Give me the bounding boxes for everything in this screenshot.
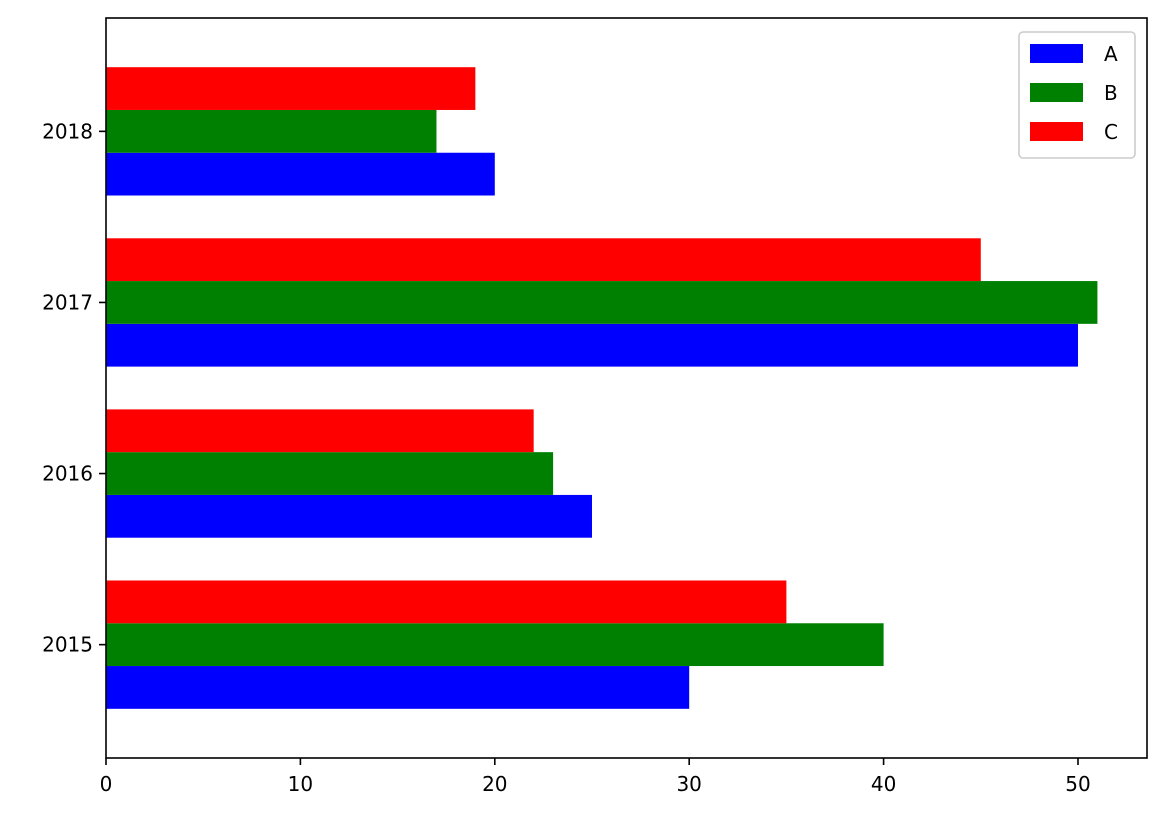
legend-swatch-B — [1030, 83, 1083, 102]
legend: ABC — [1018, 31, 1136, 159]
bar-C-2018 — [106, 67, 476, 110]
bar-C-2016 — [106, 409, 534, 453]
bar-A-2016 — [106, 494, 592, 538]
legend-label-B: B — [1104, 81, 1118, 105]
x-tick-label: 10 — [288, 772, 313, 796]
x-tick-label: 30 — [676, 772, 701, 796]
plot-frame — [105, 17, 1148, 759]
y-axis: 2015 2016 2017 2018 — [42, 119, 106, 657]
x-tick-label: 50 — [1065, 772, 1090, 796]
bar-A-2015 — [106, 666, 690, 709]
bar-B-2017 — [106, 281, 1098, 324]
x-axis: 0 10 20 30 40 50 — [100, 758, 1091, 796]
y-tick-label: 2016 — [42, 462, 93, 486]
legend-label-A: A — [1104, 42, 1118, 66]
x-tick-label: 20 — [482, 772, 507, 796]
x-tick-label: 0 — [100, 772, 113, 796]
y-tick-label: 2015 — [42, 633, 93, 657]
legend-swatch-C — [1030, 122, 1083, 141]
bar-C-2015 — [106, 580, 787, 624]
y-tick-label: 2017 — [42, 290, 93, 314]
legend-label-C: C — [1104, 120, 1118, 144]
bars-layer — [106, 67, 1098, 709]
bar-B-2018 — [106, 109, 437, 153]
legend-swatch-A — [1030, 44, 1083, 63]
bar-A-2017 — [106, 323, 1078, 367]
bar-C-2017 — [106, 238, 981, 282]
x-tick-label: 40 — [871, 772, 896, 796]
bar-A-2018 — [106, 152, 495, 196]
y-tick-label: 2018 — [42, 119, 93, 143]
bar-B-2016 — [106, 452, 554, 495]
bar-B-2015 — [106, 623, 884, 667]
